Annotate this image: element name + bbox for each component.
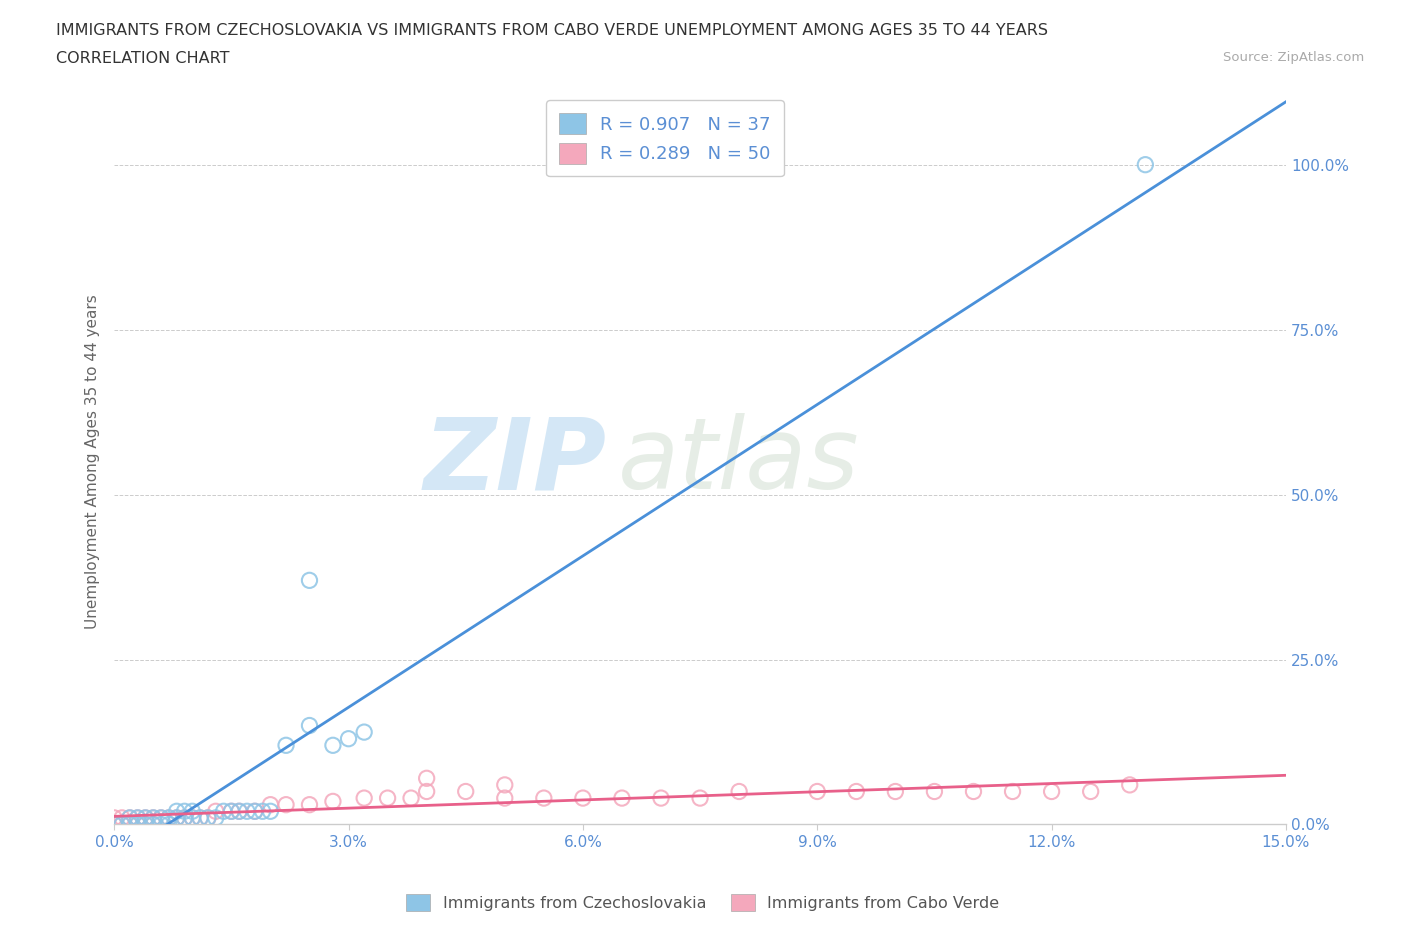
Point [103, 817, 125, 832]
Point [197, 810, 219, 825]
Point [1001, 784, 1024, 799]
Point [228, 804, 250, 818]
Point [274, 737, 297, 752]
Point [377, 790, 399, 805]
Point [118, 810, 141, 825]
Point [204, 804, 226, 818]
Point [188, 810, 211, 825]
Point [204, 810, 226, 825]
Point [322, 794, 344, 809]
Point [1119, 777, 1142, 792]
Point [173, 810, 195, 825]
Legend: R = 0.907   N = 37, R = 0.289   N = 50: R = 0.907 N = 37, R = 0.289 N = 50 [547, 100, 783, 177]
Point [415, 784, 437, 799]
Point [322, 737, 344, 752]
Point [103, 810, 125, 825]
Point [806, 784, 828, 799]
Point [650, 790, 672, 805]
Point [118, 810, 141, 825]
Point [212, 804, 235, 818]
Point [353, 790, 375, 805]
Point [243, 804, 266, 818]
Point [399, 790, 422, 805]
Point [243, 804, 266, 818]
Point [221, 804, 243, 818]
Point [127, 817, 149, 832]
Point [111, 810, 134, 825]
Point [142, 810, 165, 825]
Point [337, 731, 360, 746]
Point [134, 817, 156, 832]
Point [1135, 157, 1157, 172]
Point [188, 810, 211, 825]
Point [127, 817, 149, 832]
Point [1080, 784, 1102, 799]
Point [884, 784, 907, 799]
Point [150, 810, 173, 825]
Point [533, 790, 555, 805]
Point [181, 810, 204, 825]
Point [103, 817, 125, 832]
Point [127, 810, 149, 825]
Text: atlas: atlas [619, 413, 859, 510]
Point [134, 810, 156, 825]
Point [298, 573, 321, 588]
Point [689, 790, 711, 805]
Point [236, 804, 259, 818]
Point [353, 724, 375, 739]
Point [173, 804, 195, 818]
Point [259, 804, 281, 818]
Point [962, 784, 984, 799]
Point [142, 817, 165, 832]
Point [454, 784, 477, 799]
Point [134, 810, 156, 825]
Point [415, 771, 437, 786]
Point [142, 810, 165, 825]
Point [221, 804, 243, 818]
Point [166, 810, 188, 825]
Point [494, 790, 516, 805]
Point [157, 810, 180, 825]
Point [150, 817, 173, 832]
Point [494, 777, 516, 792]
Point [157, 810, 180, 825]
Point [134, 817, 156, 832]
Point [274, 797, 297, 812]
Point [111, 817, 134, 832]
Point [1040, 784, 1063, 799]
Point [142, 817, 165, 832]
Text: CORRELATION CHART: CORRELATION CHART [56, 51, 229, 66]
Point [157, 817, 180, 832]
Point [845, 784, 868, 799]
Point [298, 718, 321, 733]
Point [197, 810, 219, 825]
Y-axis label: Unemployment Among Ages 35 to 44 years: Unemployment Among Ages 35 to 44 years [86, 294, 100, 629]
Text: Source: ZipAtlas.com: Source: ZipAtlas.com [1223, 51, 1364, 64]
Point [118, 817, 141, 832]
Point [572, 790, 595, 805]
Point [298, 797, 321, 812]
Point [150, 810, 173, 825]
Point [166, 804, 188, 818]
Point [173, 810, 195, 825]
Point [728, 784, 751, 799]
Point [127, 810, 149, 825]
Point [924, 784, 946, 799]
Text: IMMIGRANTS FROM CZECHOSLOVAKIA VS IMMIGRANTS FROM CABO VERDE UNEMPLOYMENT AMONG : IMMIGRANTS FROM CZECHOSLOVAKIA VS IMMIGR… [56, 23, 1049, 38]
Text: ZIP: ZIP [423, 413, 606, 510]
Point [228, 804, 250, 818]
Legend: Immigrants from Czechoslovakia, Immigrants from Cabo Verde: Immigrants from Czechoslovakia, Immigran… [401, 888, 1005, 917]
Point [259, 797, 281, 812]
Point [111, 817, 134, 832]
Point [166, 810, 188, 825]
Point [181, 804, 204, 818]
Point [181, 810, 204, 825]
Point [610, 790, 633, 805]
Point [118, 817, 141, 832]
Point [252, 804, 274, 818]
